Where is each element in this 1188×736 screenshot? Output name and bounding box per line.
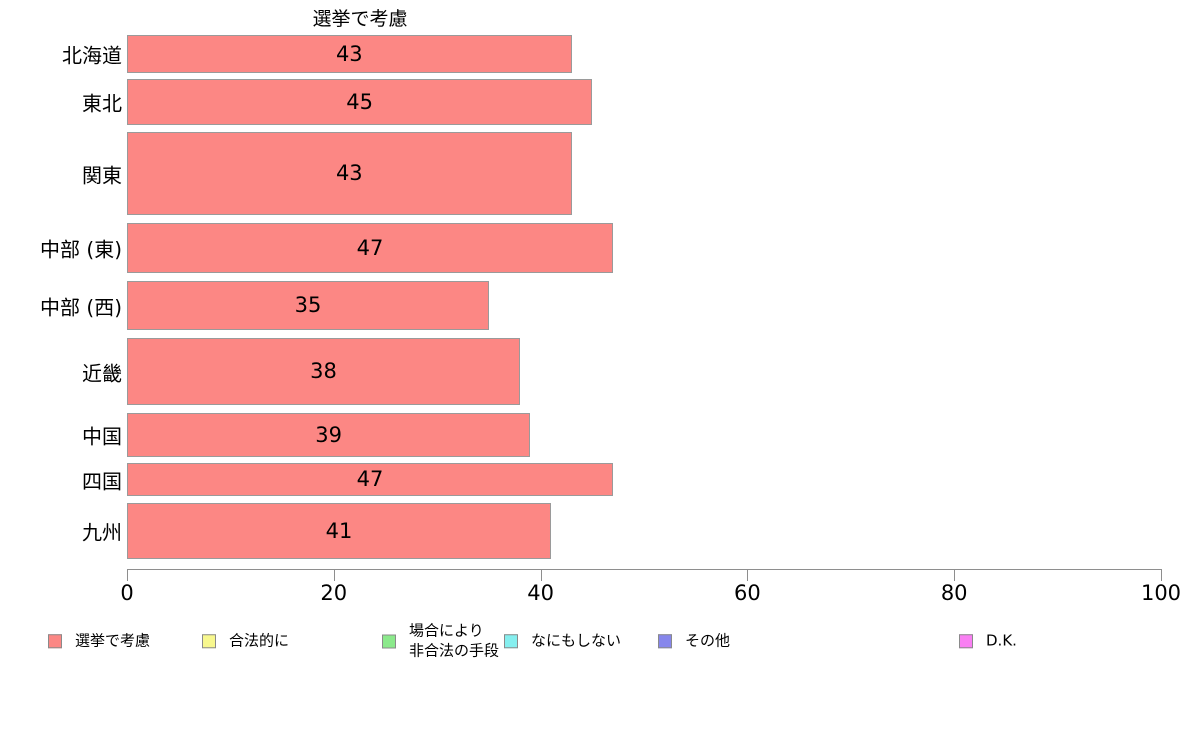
bar: 43 (127, 35, 572, 73)
x-axis-line (127, 569, 1161, 570)
bar: 41 (127, 503, 551, 559)
x-axis-tick-label: 40 (527, 581, 554, 605)
bar: 47 (127, 463, 613, 496)
x-axis-tick-label: 0 (120, 581, 134, 605)
x-axis-tick-label: 80 (940, 581, 968, 605)
legend-label: 選挙で考慮 (75, 631, 151, 650)
legend-item: 選挙で考慮 (48, 631, 150, 651)
bar-value-label: 45 (346, 89, 374, 114)
legend-swatch-icon (202, 634, 216, 648)
legend-label: なにもしない (531, 631, 622, 650)
legend-item: 合法的に (202, 631, 289, 651)
bar-value-label: 47 (356, 467, 384, 491)
category-label: 関東 (82, 163, 122, 187)
x-axis-tick-label: 60 (734, 581, 761, 605)
bar-value-label: 47 (356, 235, 384, 260)
legend-swatch-icon (658, 634, 672, 648)
bar: 43 (127, 132, 572, 215)
bar-value-label: 43 (335, 41, 363, 66)
category-label: 九州 (82, 520, 122, 545)
bar: 47 (127, 223, 613, 273)
legend-item: その他 (658, 631, 730, 651)
x-axis-tick (127, 569, 128, 581)
legend-label: 場合により 非合法の手段 (409, 621, 500, 660)
category-label: 東北 (82, 91, 122, 116)
bar: 45 (127, 79, 593, 125)
legend-item: 場合により 非合法の手段 (382, 622, 499, 661)
x-axis-tick (747, 569, 749, 581)
bar: 35 (127, 281, 489, 330)
bar: 39 (127, 413, 531, 457)
x-axis-tick (1161, 569, 1162, 581)
x-axis-tick-label: 100 (1140, 581, 1182, 605)
category-label: 中部 (東) (40, 237, 122, 262)
category-label: 近畿 (82, 361, 122, 385)
bar-value-label: 38 (310, 359, 337, 383)
bar-value-label: 35 (294, 293, 322, 317)
x-axis-tick (333, 569, 335, 581)
bar-value-label: 43 (335, 161, 363, 185)
legend-item: なにもしない (504, 631, 621, 651)
legend-swatch-icon (382, 634, 396, 648)
legend-item: D.K. (959, 631, 1017, 651)
legend-swatch-icon (959, 634, 973, 648)
category-label: 北海道 (62, 43, 122, 68)
chart-title: 選挙で考慮 (312, 8, 408, 30)
x-axis-tick-label: 20 (320, 581, 348, 605)
x-axis-tick (954, 569, 956, 581)
legend-label: その他 (685, 631, 731, 650)
bar: 38 (127, 338, 520, 405)
legend-swatch-icon (48, 634, 62, 648)
bar-value-label: 41 (325, 518, 353, 543)
legend-swatch-icon (504, 634, 518, 648)
category-label: 四国 (82, 469, 122, 493)
bar-value-label: 39 (315, 422, 342, 447)
legend-label: D.K. (986, 631, 1017, 650)
legend-label: 合法的に (229, 631, 290, 650)
category-label: 中部 (西) (40, 295, 122, 319)
x-axis-tick (540, 569, 542, 581)
category-label: 中国 (82, 424, 122, 449)
